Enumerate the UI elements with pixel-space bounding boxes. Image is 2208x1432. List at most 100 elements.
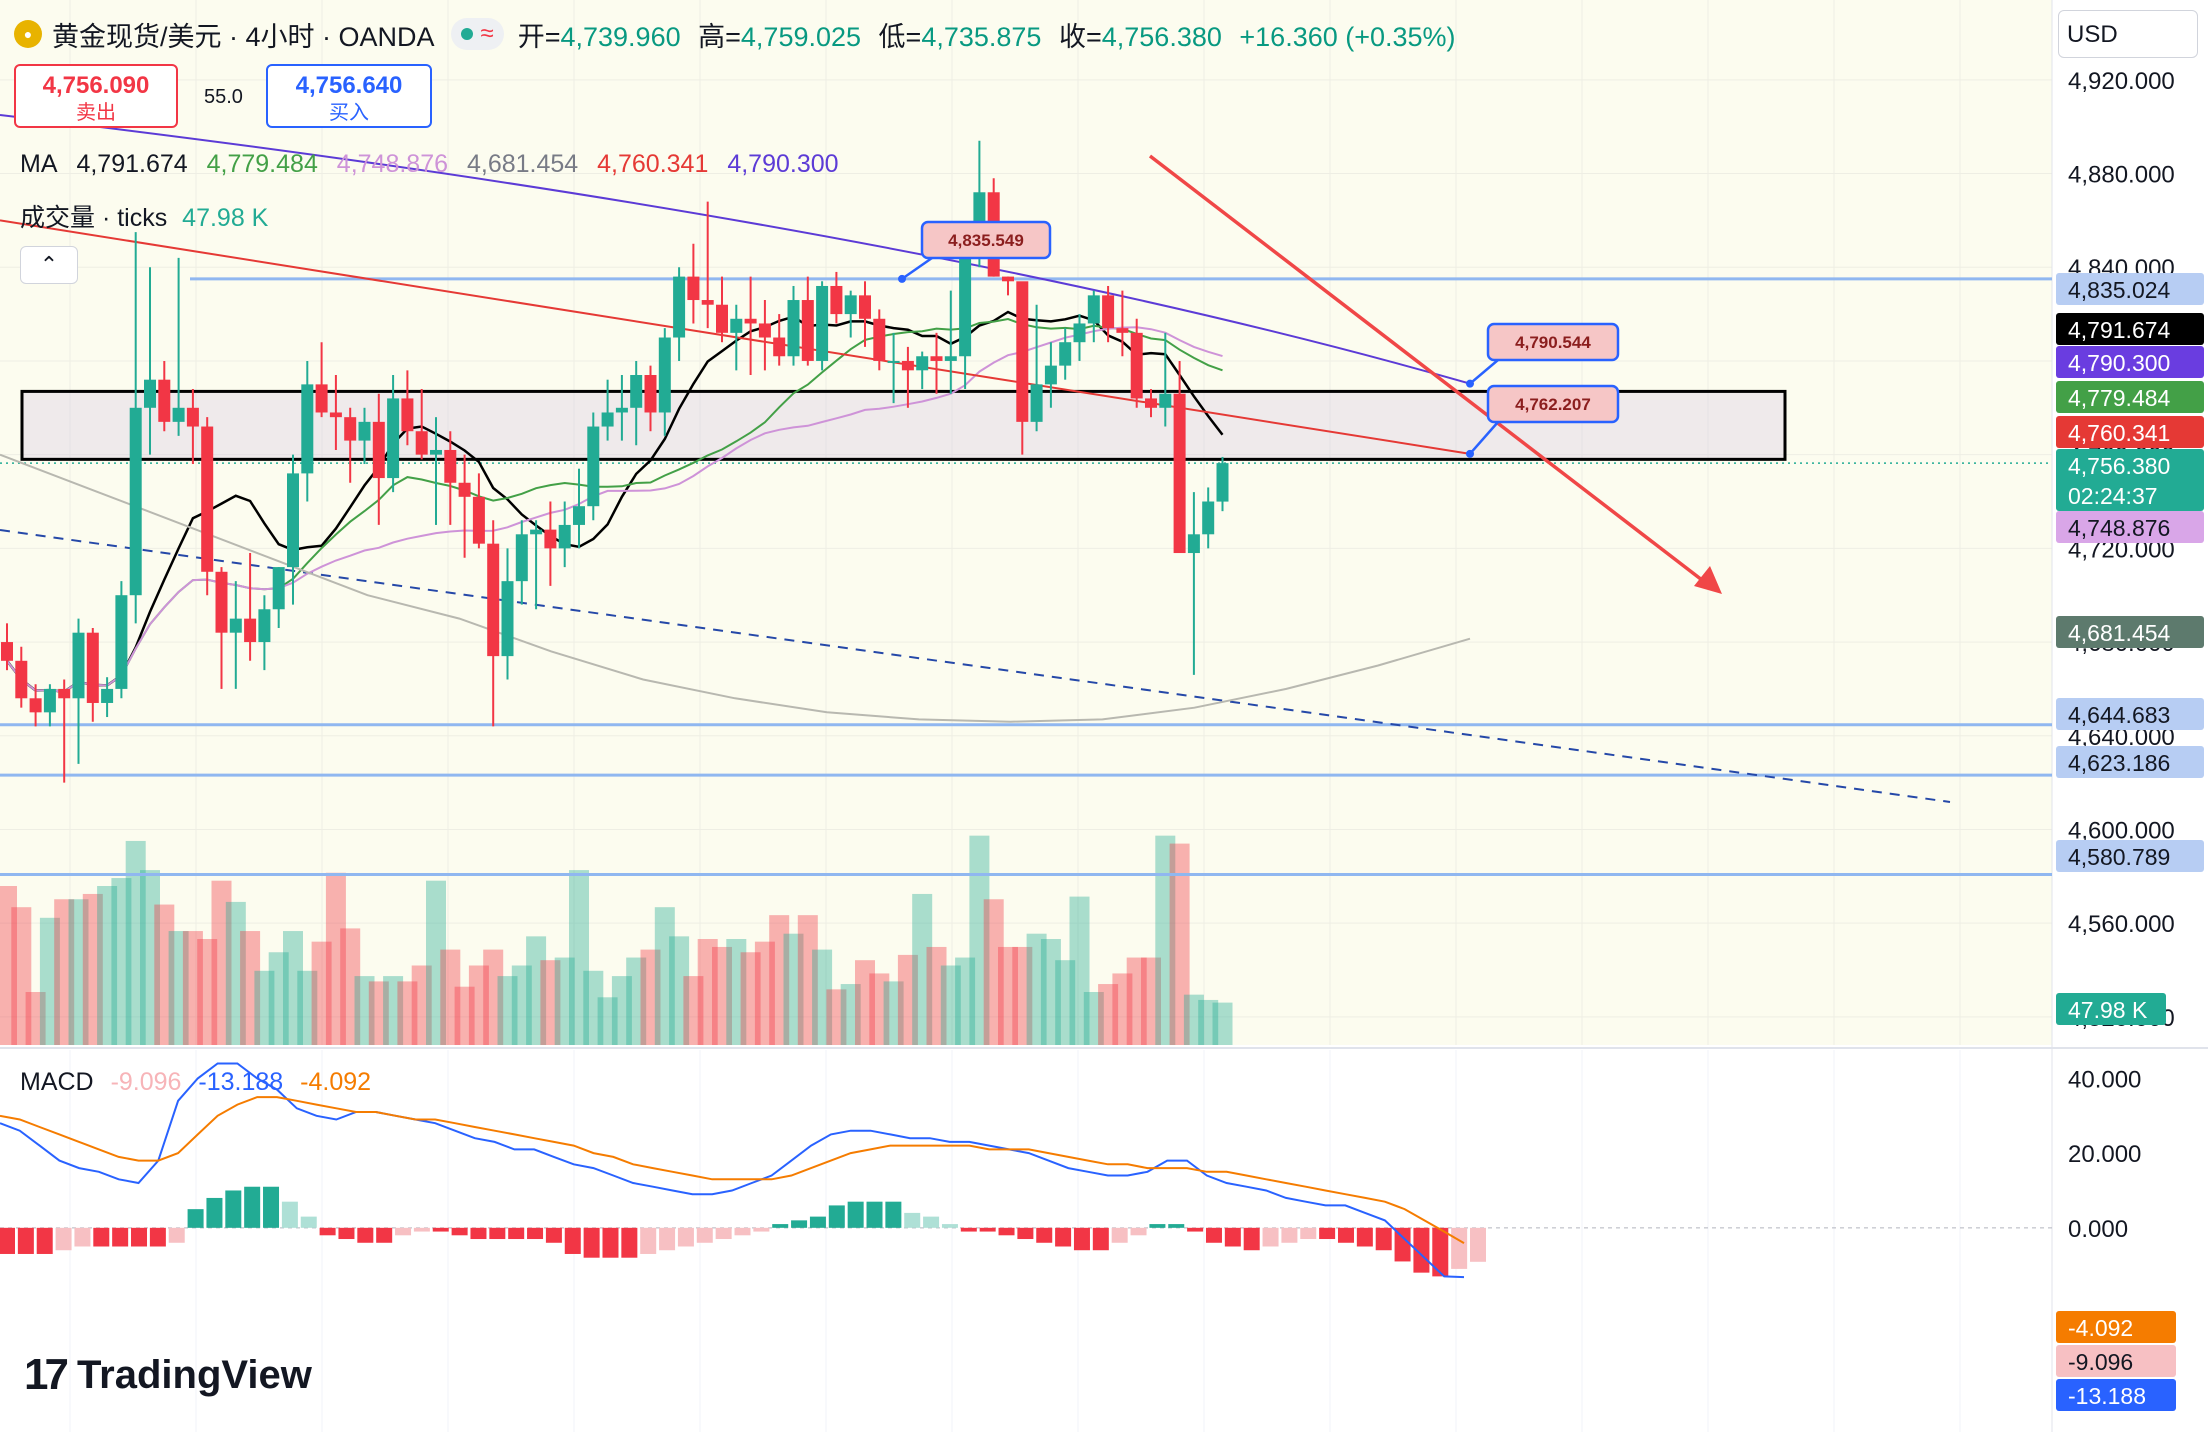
volume-bar xyxy=(526,936,547,1045)
volume-bar xyxy=(712,946,732,1045)
macd-axis-label-bg xyxy=(2056,1311,2176,1343)
candle-body xyxy=(372,421,385,479)
currency-selector[interactable]: USD xyxy=(2058,10,2198,58)
volume-bar xyxy=(297,970,318,1045)
volume-bar xyxy=(354,976,375,1045)
candle-body xyxy=(1087,295,1100,324)
candle-body xyxy=(1030,384,1043,422)
volume-bar xyxy=(511,965,532,1045)
price-axis-label-bg xyxy=(2056,840,2204,872)
macd-histogram-bar xyxy=(1017,1227,1034,1240)
ma5-line xyxy=(0,219,1471,455)
candle-body xyxy=(1116,328,1129,333)
callout-anchor xyxy=(898,274,906,283)
macd-histogram-bar xyxy=(357,1227,374,1243)
macd-histogram-bar xyxy=(55,1227,72,1251)
candle-body xyxy=(430,449,442,455)
price-axis-label-bg xyxy=(2056,313,2204,345)
candle-body xyxy=(944,356,957,361)
candle-body xyxy=(158,379,171,422)
candle-body xyxy=(930,356,943,361)
macd-histogram-bar xyxy=(508,1227,525,1240)
macd-histogram-bar xyxy=(715,1227,732,1240)
volume-bar xyxy=(1112,973,1133,1045)
volume-bar xyxy=(640,949,661,1045)
price-axis-label-bg xyxy=(2056,511,2204,543)
volume-bar xyxy=(926,946,947,1045)
macd-histogram-bar xyxy=(338,1227,355,1240)
candle-body xyxy=(458,482,471,497)
macd-histogram-bar xyxy=(866,1201,883,1228)
ma-legend[interactable]: MA 4,791.674 4,779.484 4,748.876 4,681.4… xyxy=(20,150,851,179)
macd-histogram-bar xyxy=(168,1227,185,1243)
candle-body xyxy=(86,632,99,703)
macd-legend-label: MACD xyxy=(20,1068,94,1096)
volume-bar xyxy=(611,976,632,1045)
market-status-badge[interactable]: ≈ xyxy=(450,18,504,50)
volume-bar xyxy=(211,880,232,1045)
price-callout-box xyxy=(1486,384,1620,424)
tradingview-logo[interactable]: 17 TradingView xyxy=(24,1350,312,1400)
volume-bar xyxy=(912,893,933,1045)
macd-histogram-bar xyxy=(696,1227,713,1243)
volume-bar xyxy=(268,952,289,1045)
price-axis-label: 4,623.186 xyxy=(2068,750,2170,776)
ma6-line xyxy=(0,113,1471,385)
price-axis-label: 4,681.454 xyxy=(2068,620,2171,646)
macd-histogram-bar xyxy=(17,1227,34,1254)
volume-bar xyxy=(240,931,261,1045)
macd-histogram-bar xyxy=(263,1186,280,1228)
volume-bar xyxy=(697,939,718,1045)
macd-histogram-bar xyxy=(1470,1227,1486,1262)
chart-header: ● 黄金现货/美元 · 4小时 · OANDA ≈ 开=4,739.960 高=… xyxy=(14,14,1456,54)
macd-axis-label: -4.092 xyxy=(2068,1315,2133,1341)
macd-histogram-bar xyxy=(93,1227,110,1247)
price-callout-label: 4,835.549 xyxy=(948,231,1024,250)
macd-histogram-bar xyxy=(998,1227,1015,1236)
macd-histogram-bar xyxy=(772,1224,789,1228)
volume-bar xyxy=(826,989,847,1045)
candle-body xyxy=(229,618,242,633)
collapse-legend-button[interactable]: ⌃ xyxy=(20,246,78,284)
price-axis-label: 4,790.300 xyxy=(2068,350,2170,376)
volume-bar xyxy=(11,907,32,1045)
candle-body xyxy=(15,660,28,699)
volume-bar xyxy=(283,931,303,1045)
volume-bar xyxy=(325,872,346,1045)
candle-body xyxy=(959,253,972,357)
volume-bar xyxy=(140,870,160,1045)
buy-button[interactable]: 4,756.640 买入 xyxy=(266,64,432,128)
volume-bar xyxy=(897,954,918,1045)
volume-legend-label: 成交量 · ticks xyxy=(20,204,168,232)
macd-axis-tick: 0.000 xyxy=(2068,1216,2128,1243)
volume-bar xyxy=(1026,933,1047,1045)
sell-button[interactable]: 4,756.090 卖出 xyxy=(14,64,178,128)
volume-bar xyxy=(1083,992,1104,1045)
candle-body xyxy=(287,473,299,568)
price-callout-label: 4,762.207 xyxy=(1515,395,1591,414)
volume-bar xyxy=(82,893,103,1045)
macd-histogram-bar xyxy=(470,1227,487,1240)
volume-bar xyxy=(182,931,203,1045)
macd-legend[interactable]: MACD -9.096 -13.188 -4.092 xyxy=(20,1068,381,1097)
candle-body xyxy=(1059,342,1072,366)
macd-histogram-bar xyxy=(941,1224,958,1228)
price-axis-label: 4,760.341 xyxy=(2068,420,2170,446)
symbol-title[interactable]: 黄金现货/美元 · 4小时 · OANDA xyxy=(52,21,435,52)
volume-bar xyxy=(726,939,747,1045)
volume-legend[interactable]: 成交量 · ticks 47.98 K xyxy=(20,198,268,234)
macd-histogram-bar xyxy=(1281,1227,1298,1243)
volume-bar xyxy=(654,907,675,1045)
macd-histogram-bar xyxy=(1451,1227,1468,1269)
candle-body xyxy=(129,407,142,596)
candle-body xyxy=(615,407,628,413)
macd-histogram-bar xyxy=(1319,1227,1336,1240)
price-callout-box xyxy=(1486,322,1620,362)
candle-body xyxy=(1187,534,1200,554)
bearish-trend-arrow-line xyxy=(1148,154,1717,592)
high-value: 4,759.025 xyxy=(740,21,862,52)
candle-body xyxy=(315,384,328,413)
candle-body xyxy=(758,323,771,338)
volume-bar xyxy=(855,960,875,1045)
